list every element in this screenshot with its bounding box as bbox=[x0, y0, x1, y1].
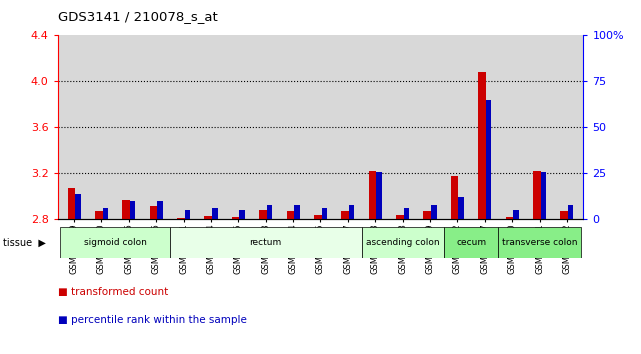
Text: ■ transformed count: ■ transformed count bbox=[58, 287, 168, 297]
FancyBboxPatch shape bbox=[170, 227, 362, 258]
Bar bbox=[341, 211, 349, 219]
Text: ascending colon: ascending colon bbox=[366, 238, 440, 247]
Text: ■ percentile rank within the sample: ■ percentile rank within the sample bbox=[58, 315, 247, 325]
Bar bbox=[458, 198, 464, 219]
Bar bbox=[560, 211, 568, 219]
Bar bbox=[533, 171, 540, 219]
Bar bbox=[240, 210, 245, 219]
Bar bbox=[259, 210, 267, 219]
Bar bbox=[404, 209, 409, 219]
Bar bbox=[103, 209, 108, 219]
Text: rectum: rectum bbox=[249, 238, 282, 247]
Bar bbox=[486, 100, 491, 219]
Bar bbox=[177, 218, 185, 219]
Bar bbox=[478, 72, 486, 219]
Bar bbox=[267, 205, 272, 219]
Bar bbox=[67, 188, 75, 219]
Bar bbox=[431, 205, 437, 219]
Bar bbox=[149, 206, 157, 219]
Bar bbox=[122, 200, 130, 219]
Bar bbox=[369, 171, 376, 219]
Bar bbox=[506, 217, 513, 219]
FancyBboxPatch shape bbox=[444, 227, 499, 258]
Bar bbox=[212, 209, 217, 219]
Bar bbox=[376, 172, 382, 219]
Bar bbox=[287, 211, 294, 219]
Bar bbox=[451, 176, 458, 219]
FancyBboxPatch shape bbox=[362, 227, 444, 258]
Bar bbox=[130, 201, 135, 219]
Bar bbox=[513, 210, 519, 219]
Bar bbox=[349, 205, 354, 219]
Bar bbox=[568, 205, 574, 219]
Bar bbox=[95, 211, 103, 219]
Bar bbox=[396, 215, 404, 219]
FancyBboxPatch shape bbox=[499, 227, 581, 258]
Bar bbox=[322, 209, 327, 219]
Bar bbox=[232, 217, 240, 219]
Bar bbox=[314, 215, 322, 219]
Text: transverse colon: transverse colon bbox=[502, 238, 578, 247]
Text: tissue  ▶: tissue ▶ bbox=[3, 238, 46, 247]
FancyBboxPatch shape bbox=[60, 227, 170, 258]
Bar bbox=[75, 194, 81, 219]
Bar bbox=[157, 201, 163, 219]
Bar bbox=[185, 210, 190, 219]
Bar bbox=[294, 205, 300, 219]
Text: cecum: cecum bbox=[456, 238, 486, 247]
Bar bbox=[424, 211, 431, 219]
Bar bbox=[204, 216, 212, 219]
Text: sigmoid colon: sigmoid colon bbox=[84, 238, 147, 247]
Bar bbox=[540, 172, 546, 219]
Text: GDS3141 / 210078_s_at: GDS3141 / 210078_s_at bbox=[58, 10, 217, 23]
